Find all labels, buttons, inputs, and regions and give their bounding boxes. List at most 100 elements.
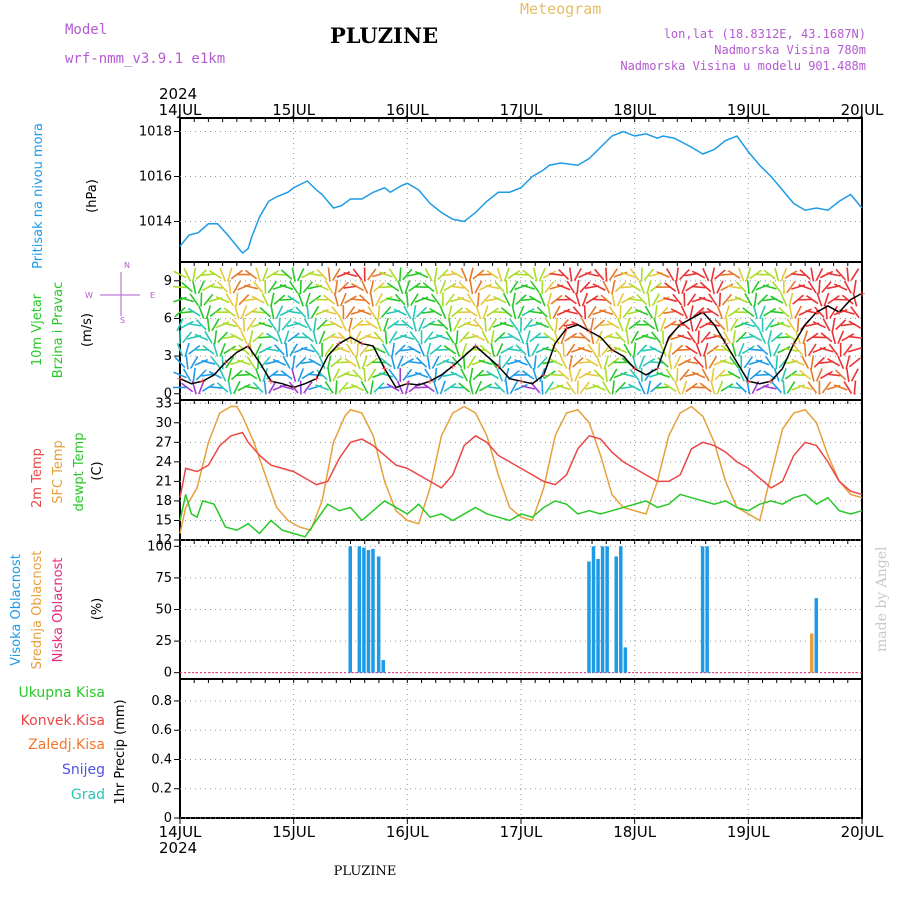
pressure-unit: (hPa)	[85, 179, 100, 213]
wind-barb-mark	[357, 309, 372, 316]
wind-barb-mark	[310, 305, 320, 319]
wind-barb-mark	[414, 296, 429, 303]
pressure-series-line	[179, 130, 863, 255]
wind-barb-mark	[765, 356, 775, 369]
model-label: Model	[65, 22, 107, 38]
wind-barb-mark	[568, 267, 573, 282]
wind-barb-mark	[388, 368, 398, 381]
wind-barb-mark	[845, 367, 850, 382]
wind-barb-mark	[732, 330, 736, 345]
wind-barb-mark	[369, 380, 374, 395]
wind-barb-mark	[506, 348, 521, 352]
wind-barb-mark	[617, 317, 624, 332]
wind-barb-mark	[335, 380, 338, 395]
wind-barb-mark	[840, 309, 855, 315]
compass-s: S	[120, 316, 125, 325]
wind-barb-mark	[289, 280, 299, 294]
wind-barb-mark	[718, 292, 722, 307]
wind-barb-mark	[656, 296, 670, 304]
wind-barb-mark	[484, 317, 487, 332]
wind-barb-mark	[332, 268, 341, 281]
wind-barb-mark	[485, 385, 500, 390]
footer-location: PLUZINE	[334, 864, 397, 879]
wind-barb-mark	[313, 317, 317, 332]
wind-barb-mark	[190, 355, 199, 369]
wind-barb-mark	[643, 268, 654, 281]
wind-barb-mark	[469, 367, 474, 382]
cloud-bar	[591, 546, 596, 673]
wind-barb-mark	[522, 269, 534, 280]
wind-barb-mark	[654, 305, 658, 320]
wind-barb-mark	[559, 355, 568, 370]
wind-barb-mark	[265, 347, 280, 352]
wind-barb-mark	[755, 359, 770, 366]
xtick-label-top: 20JUL	[841, 101, 884, 119]
wind-barb-mark	[720, 383, 734, 392]
wind-barb-mark	[336, 371, 351, 379]
wind-barb-mark	[535, 321, 550, 329]
wind-barb-mark	[663, 320, 677, 330]
wind-barb-mark	[517, 305, 525, 319]
wind-gust-marker: +	[745, 377, 753, 387]
wind-barb-mark	[616, 292, 625, 307]
wind-barb-mark	[340, 292, 347, 307]
precip-snow-label: Snijeg	[62, 762, 105, 778]
wind-barb-mark	[408, 282, 421, 292]
temp-2m-line	[179, 431, 863, 498]
wind-barb-mark	[181, 281, 193, 293]
wind-barb-mark	[244, 307, 258, 317]
wind-barb-mark	[377, 305, 381, 320]
wind-barb-mark	[450, 285, 465, 289]
wind-barb-mark	[700, 331, 711, 344]
wind-barb-mark	[499, 335, 514, 339]
wind-barb-mark	[613, 346, 628, 354]
pressure-label: Pritisak na nivou mora	[31, 123, 46, 269]
wind-barb-mark	[468, 380, 474, 395]
wind-barb-mark	[546, 292, 553, 307]
wind-barb-mark	[285, 342, 289, 357]
signature: made by Angel	[874, 546, 890, 652]
wind-barb-mark	[576, 280, 580, 295]
wind-barb-mark	[478, 359, 493, 366]
wind-barb-mark	[174, 306, 186, 318]
wind-barb-mark	[230, 333, 244, 342]
wind-speed-line	[179, 292, 863, 389]
wind-barb-mark	[289, 343, 298, 357]
wind-barb-mark	[635, 333, 649, 341]
wind-barb-mark	[490, 330, 495, 345]
wind-barb-mark	[180, 296, 195, 303]
wind-gust-marker: +	[722, 340, 730, 350]
wind-barb-mark	[334, 280, 339, 295]
wind-label-1: 10m Vjetar	[30, 293, 45, 366]
wind-barb-mark	[587, 305, 597, 319]
wind-barb-mark	[398, 267, 402, 282]
wind-barb-mark	[312, 330, 318, 345]
wind-barb-mark	[429, 344, 442, 355]
wind-barb-mark	[251, 310, 266, 314]
wind-barb-mark	[748, 333, 762, 342]
wind-barb-mark	[388, 330, 398, 344]
wind-barb-mark	[434, 367, 438, 382]
wind-barb-mark	[325, 280, 334, 294]
wind-barb-mark	[513, 273, 529, 276]
wind-barb-mark	[735, 331, 747, 343]
wind-barb-mark	[212, 342, 219, 357]
wind-barb-mark	[579, 332, 591, 343]
wind-barb-mark	[397, 280, 404, 294]
wind-barb-mark	[720, 283, 734, 291]
wind-barb-mark	[515, 344, 527, 356]
meteogram-label: Meteogram	[520, 0, 601, 18]
wind-barb-mark	[606, 320, 620, 330]
cloud-bar	[348, 546, 352, 673]
wind-barb-mark	[822, 318, 831, 332]
wind-barb-mark	[611, 380, 616, 395]
wind-barb-mark	[426, 355, 431, 370]
wind-barb-mark	[692, 270, 706, 279]
wind-barb-mark	[729, 356, 740, 369]
wind-barb-mark	[809, 367, 815, 382]
wind-barb-mark	[407, 345, 421, 355]
wind-barb-mark	[486, 370, 499, 380]
wind-barb-mark	[453, 318, 462, 332]
wind-barb-mark	[227, 380, 232, 395]
wind-barb-mark	[360, 380, 369, 395]
